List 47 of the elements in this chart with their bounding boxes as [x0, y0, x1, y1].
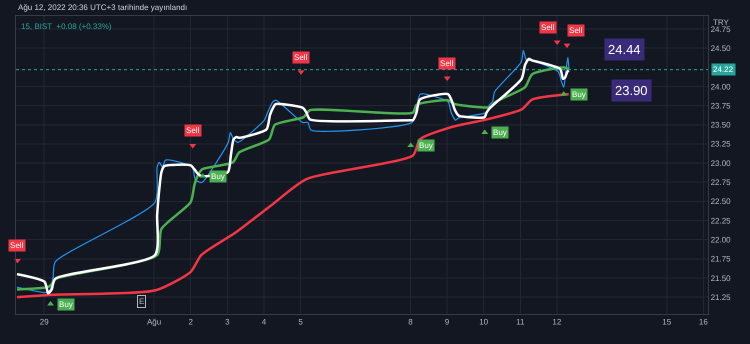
data-label: Sell	[294, 53, 308, 62]
annotation: E	[139, 297, 144, 306]
y-tick-label: 23.50	[710, 120, 732, 130]
text: 15, BIST +0.08 (+0.33%)	[21, 22, 112, 31]
y-tick-label: 22.00	[710, 235, 732, 244]
y-tick-label: 23.25	[710, 140, 732, 149]
x-tick-label: 12	[552, 318, 562, 327]
y-tick-label: 23.75	[710, 101, 732, 110]
data-label: Sell	[10, 241, 24, 250]
x-tick-label: 8	[408, 318, 414, 327]
y-tick-label: 22.75	[710, 178, 732, 188]
y-tick-label: 24.50	[710, 44, 732, 53]
x-tick-label: 11	[516, 318, 525, 327]
x-tick-label: 10	[479, 318, 489, 327]
point	[564, 44, 570, 48]
data-label: Sell	[569, 26, 583, 35]
data-label: Sell	[541, 23, 555, 32]
x-tick-label: 29	[40, 318, 50, 327]
y-axis-title: TRY	[713, 18, 730, 27]
chart-title: Ağu 12, 2022 20:36 UTC+3 tarihinde yayınlandı	[18, 3, 188, 12]
x-tick-label: Ağu	[146, 318, 162, 327]
x-tick-label: 15	[662, 318, 672, 327]
x-tick-label: 3	[225, 318, 230, 327]
x-tick-label: 9	[444, 318, 450, 327]
x-tick-label: 2	[188, 318, 194, 327]
y-tick-label: 21.25	[710, 292, 732, 302]
y-tick-label: 23.00	[710, 158, 732, 168]
data-label: Buy	[493, 128, 507, 137]
ref-line-label: 24.22	[713, 65, 734, 74]
y-tick-label: 24.75	[710, 24, 732, 34]
annotation: 24.44	[608, 42, 641, 57]
annotation: 23.90	[615, 83, 648, 98]
x-tick-label: 16	[698, 318, 708, 327]
point	[298, 70, 304, 75]
data-label: Sell	[186, 126, 200, 135]
data-label: Buy	[59, 300, 73, 309]
x-tick-label: 4	[262, 318, 267, 327]
data-label: Buy	[572, 90, 586, 99]
y-tick-label: 21.75	[710, 254, 732, 264]
y-tick-label: 22.25	[710, 216, 732, 226]
y-tick-label: 22.50	[710, 197, 732, 206]
data-label: Buy	[419, 141, 433, 150]
x-tick-label: 5	[298, 318, 304, 327]
data-label: Buy	[211, 172, 225, 181]
data-label: Sell	[440, 59, 454, 68]
y-tick-label: 21.50	[710, 274, 732, 283]
y-tick-label: 24.00	[710, 82, 732, 92]
